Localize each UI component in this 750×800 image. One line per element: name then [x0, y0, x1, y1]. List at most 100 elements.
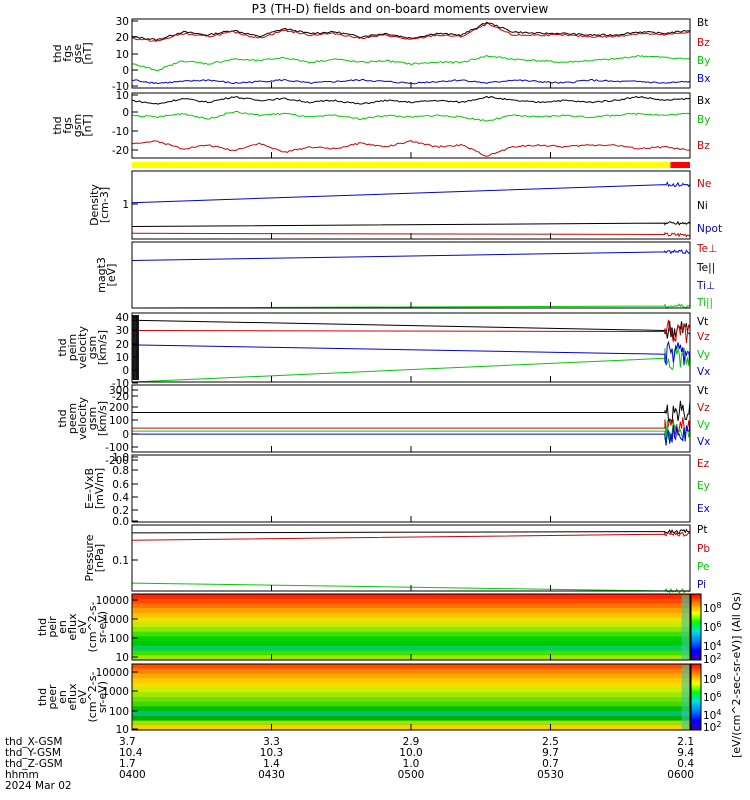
ytick-label-fgs_gse-1: 20 [116, 32, 129, 44]
ytick-label-pressure-0: 0.1 [112, 555, 129, 567]
ylabel-pressure-1: [nPa] [93, 544, 106, 572]
spectro-band-0-11 [132, 645, 690, 652]
legend-peem-2: Vy [697, 419, 710, 431]
eph-value-1-4: 9.4 [677, 747, 694, 759]
eph-value-2-4: 0.4 [677, 758, 694, 770]
spectro-ylabel-tick-1-3: 10 [116, 724, 129, 736]
ylabel-peem-1: peem [66, 403, 79, 434]
ytick-label-peim-1: 30 [116, 325, 129, 337]
colorbar-tick-exp-3: 2 [716, 652, 721, 661]
eph-value-3-0: 0400 [119, 769, 146, 781]
series-line-fgs_gse-2 [131, 54, 691, 72]
ylabel-peim-1: peim [66, 334, 79, 362]
colorbar-top [690, 593, 702, 661]
eph-label-3: hhmm [5, 769, 39, 781]
colorbar-tick-5: 106 [703, 690, 721, 704]
legend-temperature-1: Te|| [696, 262, 715, 274]
series-line-pressure-0 [131, 528, 691, 535]
spectro-ylabel-0-1: peir [46, 616, 59, 638]
legend-efield-1: Ey [697, 480, 710, 492]
legend-fgs_gsm-0: Bx [697, 95, 710, 107]
ylabel-fgs_gse-3: [nT] [81, 42, 94, 64]
colorbar-label: [eV/(cm^2-sec-sr-eV)] (All Qs) [730, 592, 743, 758]
spectro-band-1-12 [132, 720, 690, 726]
eph-value-1-3: 9.7 [542, 747, 559, 759]
ylabel-peem-3: gsm [86, 407, 99, 430]
spectro-ylabel-tick-0-1: 1000 [102, 614, 129, 626]
ylabel-peim-2: velocity [76, 326, 89, 369]
legend-density-1: Ni [697, 200, 708, 212]
ylabel-temperature-0: magt3 [95, 257, 108, 293]
ytick-label-fgs_gsm-2: -10 [112, 126, 129, 138]
ylabel-pressure-0: Pressure [83, 534, 96, 581]
eph-value-2-0: 1.7 [119, 758, 136, 770]
plot-title: P3 (TH-D) fields and on-board moments ov… [252, 2, 549, 16]
ytick-label-efield-5: 0.0 [112, 516, 129, 528]
ytick-label-efield-1: 0.8 [112, 465, 129, 477]
legend-peem-1: Vz [697, 402, 710, 414]
eph-value-1-1: 10.3 [260, 747, 283, 759]
legend-fgs_gse-0: Bt [697, 17, 708, 29]
legend-density-0: Ne [697, 178, 711, 190]
ytick-label-fgs_gse-4: -10 [112, 81, 129, 93]
ytick-label-peem-3: 0 [122, 429, 129, 441]
spectro-ylabel-1-3: eflux [66, 683, 79, 711]
ylabel-peem-4: [km/s] [96, 401, 109, 436]
eph-value-1-2: 10.0 [399, 747, 422, 759]
series-line-fgs_gsm-2 [131, 140, 691, 157]
colorbar-bottom [690, 663, 702, 731]
ytick-label-peim-5: -10 [112, 378, 129, 390]
spectro-ylabel-1-1: peer [46, 684, 59, 710]
ylabel-fgs_gse-1: fgs [61, 45, 74, 62]
colorbar-tick-0: 108 [703, 601, 721, 615]
ytick-label-efield-0: 1.0 [112, 452, 129, 464]
data-lines-layer [131, 21, 691, 594]
legend-peem-3: Vx [697, 436, 710, 448]
ytick-label-peem-0: 300 [109, 385, 129, 397]
spectro-band-0-5 [132, 617, 690, 623]
legend-efield-2: Ex [697, 503, 710, 515]
spectro-band-1-8 [132, 701, 690, 707]
spectro-ylabel-1-6: sr-eV) [96, 681, 109, 713]
colorbar-tick-3: 102 [703, 652, 721, 666]
legend-pressure-2: Pe [697, 561, 709, 573]
eph-value-2-2: 1.0 [403, 758, 420, 770]
series-line-pressure-1 [131, 531, 691, 541]
ylabel-peim-3: gsm [86, 336, 99, 359]
ytick-label-peem-4: -100 [105, 442, 129, 454]
legend-pressure-0: Pt [697, 524, 707, 536]
eph-value-0-4: 2.1 [677, 736, 694, 748]
legend-efield-0: Ez [697, 458, 710, 470]
spectro-band-1-3 [132, 678, 690, 684]
ytick-label-fgs_gse-0: 30 [116, 16, 129, 28]
eph-value-2-3: 0.7 [542, 758, 559, 770]
eph-value-3-2: 0500 [398, 769, 425, 781]
colorbar-tick-exp-7: 2 [716, 720, 721, 729]
ytick-label-peim-4: 0 [122, 365, 129, 377]
spectro-band-0-6 [132, 622, 690, 628]
colorbar-tick-4: 108 [703, 672, 721, 686]
series-line-fgs_gsm-1 [131, 110, 691, 122]
eph-value-3-1: 0430 [258, 769, 285, 781]
legend-pressure-3: Pi [697, 579, 706, 591]
legend-temperature-0: Te⊥ [696, 243, 717, 255]
spectro-ylabel-0-5: (cm^2-s- [86, 602, 99, 653]
legend-fgs_gse-1: Bz [697, 37, 710, 49]
spectro-ylabel-tick-1-0: 10000 [96, 667, 129, 679]
legend-temperature-2: Ti⊥ [696, 280, 715, 292]
spectro-ylabel-tick-0-0: 10000 [96, 595, 129, 607]
labels-layer: 3020100-10thdfgsgse[nT]BtBzByBx100-10-20… [5, 16, 743, 792]
ylabel-fgs_gsm-0: thd [51, 116, 64, 134]
series-line-peim-2 [131, 346, 691, 383]
ytick-label-peem-1: 200 [109, 402, 129, 414]
series-line-fgs_gse-1 [131, 22, 691, 42]
eph-value-0-2: 2.9 [403, 736, 420, 748]
spectro-ylabel-0-4: eV [76, 619, 89, 634]
spectro-ylabel-0-2: en [56, 620, 69, 634]
spectro-band-0-10 [132, 641, 690, 647]
spectro-band-0-1 [132, 598, 690, 604]
legend-fgs_gsm-1: By [697, 114, 710, 126]
eph-value-0-0: 3.7 [119, 736, 136, 748]
colorbar-tick-exp-5: 6 [716, 690, 721, 699]
